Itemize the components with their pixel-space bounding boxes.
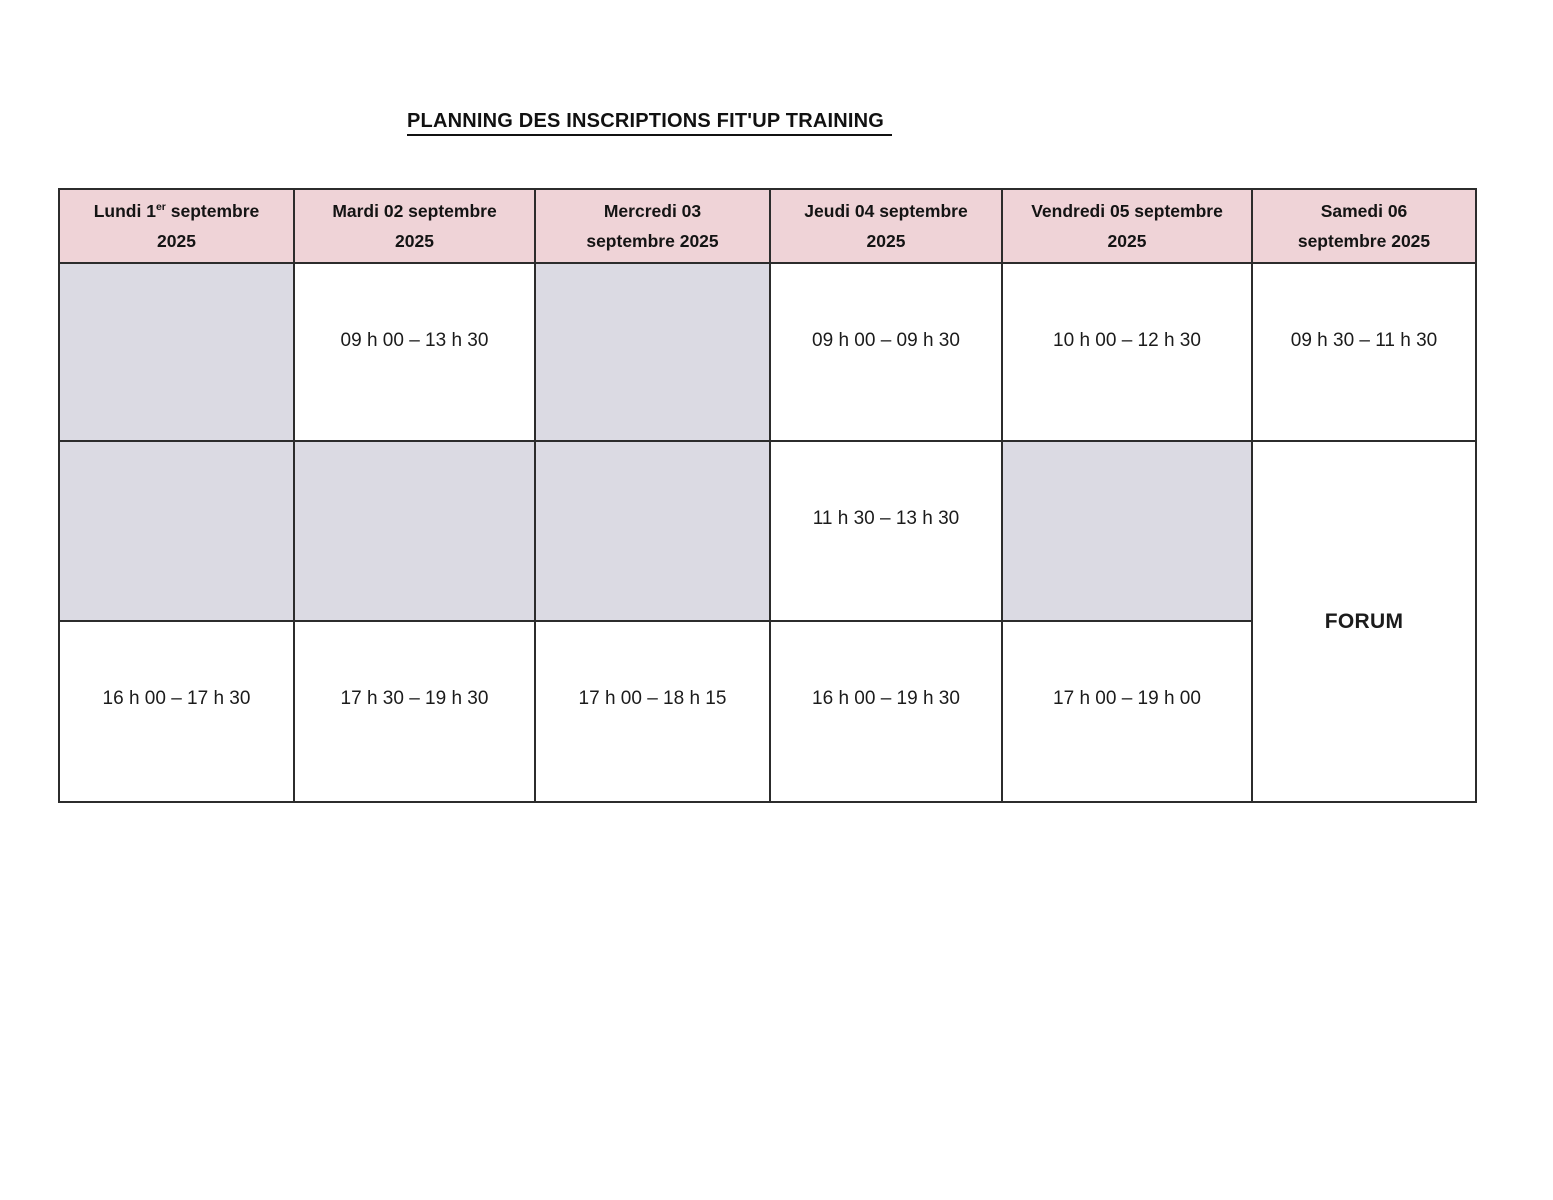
page-title: PLANNING DES INSCRIPTIONS FIT'UP TRAININ… <box>407 109 893 136</box>
cell-mardi-row3-time: 17 h 30 – 19 h 30 <box>293 620 536 803</box>
header-line1: Mardi 02 septembre <box>332 201 497 221</box>
header-line1: Samedi 06 <box>1320 201 1408 221</box>
cell-mardi-row2-empty <box>293 440 536 622</box>
column-header-mercredi: Mercredi 03 septembre 2025 <box>534 188 771 264</box>
cell-samedi-forum: FORUM <box>1251 440 1477 803</box>
cell-mercredi-row3-time: 17 h 00 – 18 h 15 <box>534 620 771 803</box>
header-row: Lundi 1er septembre 2025 Mardi 02 septem… <box>58 188 1477 264</box>
cell-lundi-row2-empty <box>58 440 295 622</box>
header-line1: Jeudi 04 septembre <box>804 201 968 221</box>
header-line1: Mercredi 03 <box>603 201 702 221</box>
header-line1: Lundi 1er septembre <box>93 201 260 221</box>
cell-vendredi-row3-time: 17 h 00 – 19 h 00 <box>1001 620 1253 803</box>
column-header-samedi: Samedi 06 septembre 2025 <box>1251 188 1477 264</box>
column-header-lundi: Lundi 1er septembre 2025 <box>58 188 295 264</box>
header-line2: septembre 2025 <box>586 231 719 251</box>
cell-lundi-row1-empty <box>58 262 295 442</box>
timeslot-row-2: 11 h 30 – 13 h 30 FORUM <box>58 440 1477 803</box>
planning-table: Lundi 1er septembre 2025 Mardi 02 septem… <box>58 188 1477 803</box>
column-header-mardi: Mardi 02 septembre 2025 <box>293 188 536 264</box>
cell-lundi-row3-time: 16 h 00 – 17 h 30 <box>58 620 295 803</box>
header-line2: 2025 <box>157 231 196 251</box>
cell-mercredi-row1-empty <box>534 262 771 442</box>
timeslot-row-3: 16 h 00 – 17 h 30 17 h 30 – 19 h 30 17 h… <box>58 620 1476 803</box>
cell-mercredi-row2-empty <box>534 440 771 622</box>
timeslot-row-1: 09 h 00 – 13 h 30 09 h 00 – 09 h 30 10 h… <box>58 262 1477 442</box>
superscript-er: er <box>155 201 166 214</box>
column-header-vendredi: Vendredi 05 septembre 2025 <box>1001 188 1253 264</box>
cell-samedi-row1-time: 09 h 30 – 11 h 30 <box>1251 262 1477 442</box>
cell-vendredi-row1-time: 10 h 00 – 12 h 30 <box>1001 262 1253 442</box>
column-header-jeudi: Jeudi 04 septembre 2025 <box>769 188 1003 264</box>
cell-jeudi-row1-time: 09 h 00 – 09 h 30 <box>769 262 1003 442</box>
cell-jeudi-row2-time: 11 h 30 – 13 h 30 <box>769 440 1003 622</box>
header-line2: 2025 <box>866 231 906 251</box>
cell-vendredi-row2-empty <box>1001 440 1253 622</box>
header-line2: 2025 <box>395 231 434 251</box>
cell-jeudi-row3-time: 16 h 00 – 19 h 30 <box>769 620 1003 803</box>
cell-mardi-row1-time: 09 h 00 – 13 h 30 <box>293 262 536 442</box>
header-line2: 2025 <box>1107 231 1147 251</box>
header-line2: septembre 2025 <box>1297 231 1431 251</box>
header-line1: Vendredi 05 septembre <box>1031 201 1223 221</box>
